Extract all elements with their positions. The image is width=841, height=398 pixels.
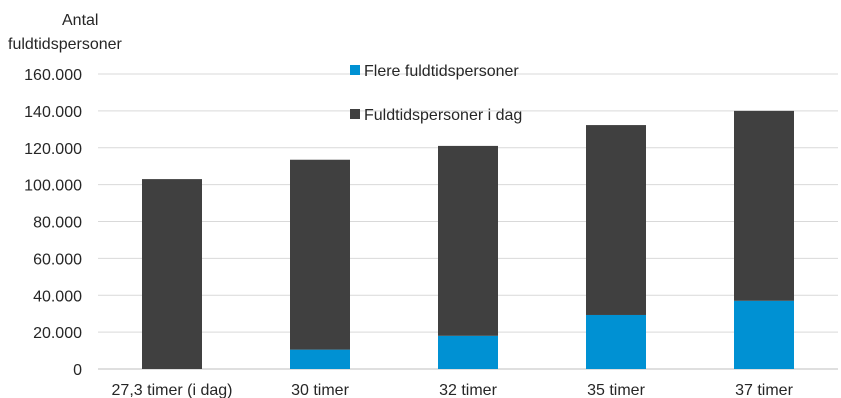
y-axis-label-line-1: Antal (62, 12, 98, 29)
bar-segment-i-dag (586, 125, 646, 315)
y-axis-label-line-2: fuldtidspersoner (8, 36, 123, 53)
x-tick-label: 30 timer (291, 382, 349, 398)
legend-label: Flere fuldtidspersoner (364, 63, 519, 80)
x-tick-label: 27,3 timer (i dag) (112, 382, 233, 398)
x-tick-label: 32 timer (439, 382, 497, 398)
y-tick-label: 60.000 (33, 251, 82, 268)
y-tick-label: 20.000 (33, 325, 82, 342)
x-tick-label: 35 timer (587, 382, 645, 398)
bar-segment-i-dag (438, 145, 498, 336)
bars (142, 110, 794, 369)
bar-segment-flere (290, 349, 350, 369)
y-tick-label: 80.000 (33, 215, 82, 232)
y-tick-label: 0 (73, 362, 82, 379)
bar-segment-i-dag (290, 159, 350, 350)
bar-segment-flere (586, 314, 646, 369)
y-tick-label: 140.000 (24, 104, 82, 121)
y-tick-label: 100.000 (24, 178, 82, 195)
bar-segment-i-dag (734, 110, 794, 301)
x-axis: 27,3 timer (i dag) 30 timer 32 timer 35 tim… (112, 382, 794, 398)
bar-segment-flere (438, 335, 498, 369)
y-tick-label: 120.000 (24, 141, 82, 158)
legend: Flere fuldtidspersoner Fuldtidspersoner i… (350, 63, 522, 124)
bar-segment-i-dag (142, 179, 202, 369)
bar-segment-flere (734, 300, 794, 369)
y-tick-label: 40.000 (33, 288, 82, 305)
x-tick-label: 37 timer (735, 382, 793, 398)
legend-label: Fuldtidspersoner i dag (364, 107, 522, 124)
legend-swatch (350, 65, 360, 75)
legend-swatch (350, 109, 360, 119)
y-axis: 0 20.000 40.000 60.000 80.000 100.000 120.000 1… (24, 67, 82, 379)
y-tick-label: 160.000 (24, 67, 82, 84)
